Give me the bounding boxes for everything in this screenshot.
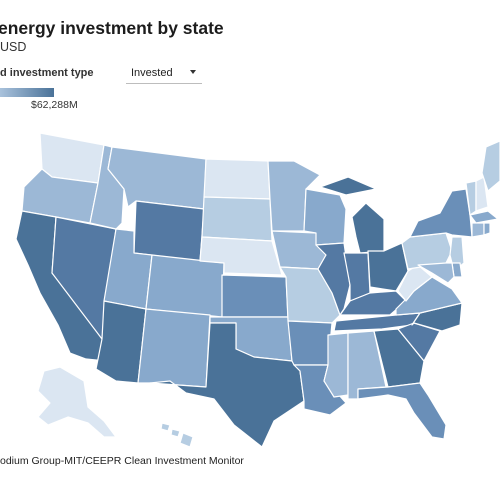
state-MS[interactable] bbox=[323, 332, 349, 398]
state-MD[interactable] bbox=[417, 262, 455, 284]
state-NY[interactable] bbox=[409, 188, 473, 238]
state-FL[interactable] bbox=[357, 382, 447, 440]
chart-title: energy investment by state bbox=[0, 18, 224, 38]
state-NM[interactable] bbox=[137, 308, 211, 388]
state-AR[interactable] bbox=[287, 320, 333, 366]
source-note: odium Group-MIT/CEEPR Clean Investment M… bbox=[0, 455, 244, 467]
state-SD[interactable] bbox=[201, 196, 273, 242]
state-RI[interactable] bbox=[483, 222, 491, 236]
state-ME[interactable] bbox=[481, 140, 500, 192]
state-GA[interactable] bbox=[373, 328, 425, 388]
chevron-down-icon bbox=[190, 70, 196, 74]
state-ND[interactable] bbox=[203, 158, 271, 200]
state-MA[interactable] bbox=[469, 210, 499, 224]
state-CT[interactable] bbox=[471, 222, 485, 238]
state-NH[interactable] bbox=[475, 176, 489, 212]
state-NE[interactable] bbox=[199, 236, 283, 276]
chart-subtitle: USD bbox=[0, 40, 27, 54]
investment-type-selected: Invested bbox=[131, 67, 173, 79]
color-legend: $62,288M bbox=[0, 88, 84, 112]
state-AK[interactable] bbox=[37, 366, 117, 438]
investment-type-label: d investment type bbox=[0, 67, 94, 79]
state-AZ[interactable] bbox=[95, 300, 147, 384]
us-state-map bbox=[15, 132, 500, 448]
legend-gradient-bar bbox=[0, 88, 54, 97]
legend-max-label: $62,288M bbox=[31, 99, 78, 111]
state-TX[interactable] bbox=[149, 322, 305, 448]
state-HI[interactable] bbox=[160, 422, 194, 448]
state-KS[interactable] bbox=[221, 274, 289, 318]
state-WV[interactable] bbox=[397, 264, 433, 302]
investment-type-dropdown[interactable]: Invested bbox=[126, 61, 202, 84]
state-CO[interactable] bbox=[145, 254, 225, 318]
state-WY[interactable] bbox=[133, 200, 205, 262]
